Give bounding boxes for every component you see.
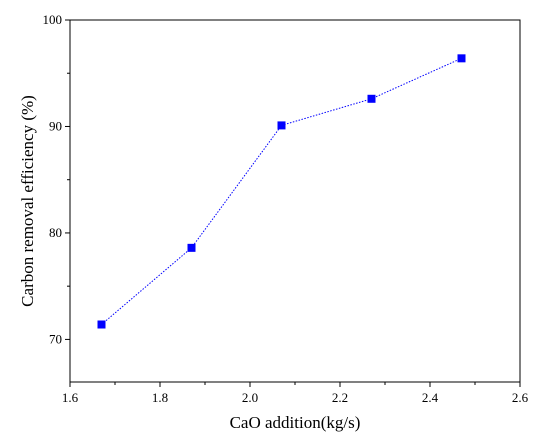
data-point: [187, 243, 196, 252]
x-tick-label: 1.6: [62, 390, 79, 405]
y-tick-label: 90: [49, 118, 62, 133]
y-tick-label: 70: [49, 331, 62, 346]
y-tick-label: 100: [43, 12, 63, 27]
y-axis-title: Carbon removal efficiency (%): [18, 95, 37, 307]
data-point: [277, 121, 286, 130]
x-tick-label: 2.4: [422, 390, 439, 405]
series-line: [101, 57, 462, 325]
x-tick-label: 2.0: [242, 390, 258, 405]
plot-frame: [69, 19, 521, 383]
x-tick-label: 2.6: [512, 390, 529, 405]
x-axis-ticks: 1.6 1.8 2.0 2.2 2.4 2.6: [62, 382, 529, 405]
data-point: [457, 54, 466, 63]
y-axis-ticks: 70 80 90 100: [43, 12, 70, 346]
series-group: [97, 54, 466, 329]
x-tick-label: 1.8: [152, 390, 168, 405]
x-tick-label: 2.2: [332, 390, 348, 405]
data-point: [367, 94, 376, 103]
y-tick-label: 80: [49, 225, 62, 240]
data-point: [97, 320, 106, 329]
x-axis-title: CaO addition(kg/s): [230, 413, 361, 432]
